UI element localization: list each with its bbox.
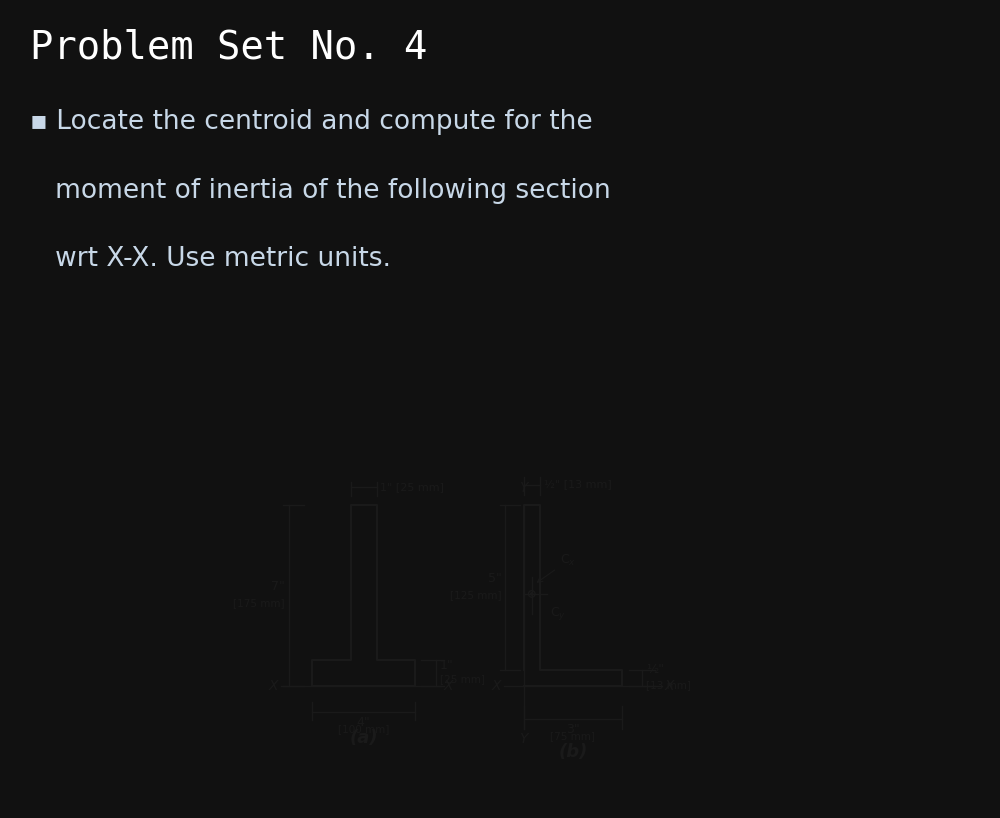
Text: ½": ½" [646, 663, 664, 676]
Text: [13 mm]: [13 mm] [646, 680, 691, 690]
Text: ▪ Locate the centroid and compute for the: ▪ Locate the centroid and compute for th… [30, 109, 593, 135]
Text: 1" [25 mm]: 1" [25 mm] [380, 482, 444, 492]
Text: [75 mm]: [75 mm] [550, 730, 595, 741]
Text: [100 mm]: [100 mm] [338, 724, 389, 734]
Text: moment of inertia of the following section: moment of inertia of the following secti… [30, 178, 611, 204]
Text: X: X [492, 679, 501, 693]
Text: 7": 7" [271, 580, 285, 593]
Text: 4": 4" [357, 716, 370, 729]
Text: wrt X-X. Use metric units.: wrt X-X. Use metric units. [30, 246, 391, 272]
Text: [125 mm]: [125 mm] [450, 590, 502, 600]
Text: ½" [13 mm]: ½" [13 mm] [544, 480, 611, 490]
Text: X: X [664, 679, 674, 693]
Text: C$_y$: C$_y$ [550, 605, 566, 622]
Text: C$_x$: C$_x$ [537, 553, 576, 582]
Text: (a): (a) [349, 729, 378, 747]
Text: [175 mm]: [175 mm] [233, 598, 285, 608]
Text: Problem Set No. 4: Problem Set No. 4 [30, 29, 427, 66]
Text: Y: Y [519, 481, 528, 495]
Text: Y: Y [519, 732, 528, 746]
Text: 3": 3" [566, 723, 580, 735]
Text: 5": 5" [488, 572, 502, 585]
Text: 1": 1" [440, 658, 454, 672]
Circle shape [531, 593, 533, 595]
Text: X: X [269, 679, 278, 693]
Text: (b): (b) [558, 743, 588, 761]
Text: X: X [444, 679, 453, 693]
Text: [25 mm]: [25 mm] [440, 675, 485, 685]
